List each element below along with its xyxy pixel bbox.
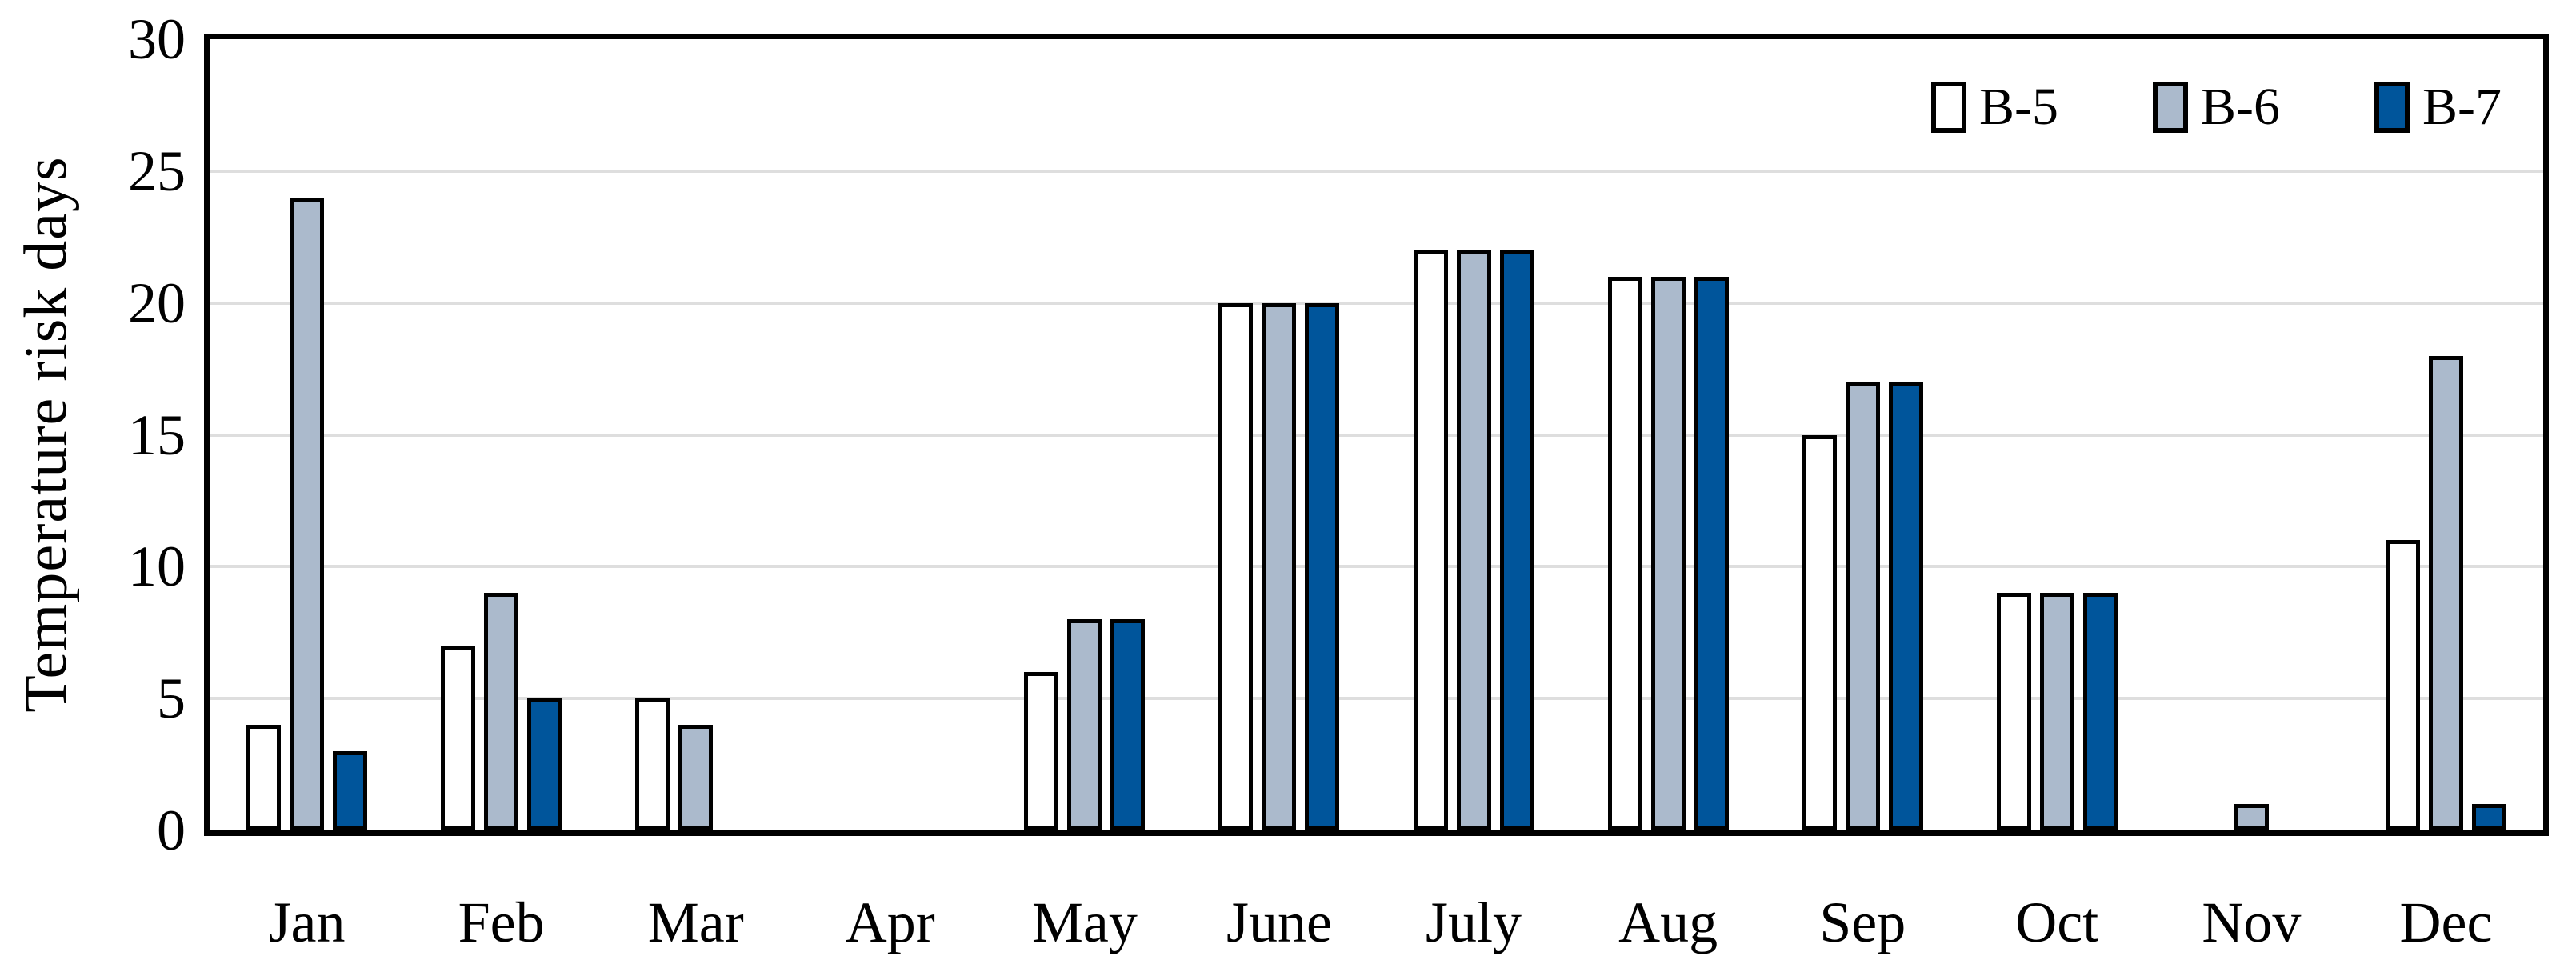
legend-label-b-7: B-7 <box>2422 78 2502 136</box>
bar-B-6-Nov <box>2234 804 2269 830</box>
bar-B-6-June <box>1262 302 1297 830</box>
y-tick-label-30: 30 <box>128 7 186 71</box>
legend-label-b-5: B-5 <box>1979 78 2058 136</box>
y-tick-label-15: 15 <box>128 402 186 467</box>
gridline-25 <box>210 169 2543 173</box>
x-axis-label-mar: Mar <box>647 890 744 954</box>
x-axis-label-june: June <box>1226 890 1332 954</box>
bar-B-5-Aug <box>1607 276 1642 830</box>
bar-B-6-Mar <box>678 725 714 830</box>
bar-B-7-July <box>1499 250 1534 830</box>
x-axis-label-feb: Feb <box>458 890 545 954</box>
bar-B-5-Mar <box>635 698 670 830</box>
legend-item-b-6: B-6 <box>2153 81 2280 134</box>
gridline-20 <box>210 301 2543 305</box>
bar-B-7-Jan <box>333 751 368 830</box>
bar-B-7-Sep <box>1888 382 1923 830</box>
legend-item-b-7: B-7 <box>2374 81 2502 134</box>
gridline-5 <box>210 697 2543 701</box>
x-axis-label-may: May <box>1031 890 1138 954</box>
y-tick-label-5: 5 <box>157 666 186 731</box>
bar-B-6-Feb <box>484 593 519 830</box>
x-axis-label-sep: Sep <box>1819 890 1906 954</box>
bar-B-6-July <box>1456 250 1491 830</box>
bar-B-5-Oct <box>1996 593 2031 830</box>
bar-B-7-Dec <box>2471 804 2506 830</box>
bar-B-5-Dec <box>2385 540 2420 830</box>
legend-label-b-6: B-6 <box>2201 78 2280 136</box>
y-tick-label-20: 20 <box>128 270 186 335</box>
legend-swatch-b-6 <box>2153 82 2188 133</box>
bar-B-5-Sep <box>1802 434 1837 830</box>
y-tick-label-25: 25 <box>128 138 186 203</box>
y-tick-label-10: 10 <box>128 534 186 599</box>
bar-B-6-May <box>1067 619 1102 830</box>
gridline-10 <box>210 565 2543 569</box>
bar-B-7-Oct <box>2082 593 2118 830</box>
legend-item-b-5: B-5 <box>1931 81 2058 134</box>
y-tick-label-0: 0 <box>157 798 186 862</box>
bar-B-7-June <box>1305 302 1340 830</box>
bar-B-7-May <box>1110 619 1146 830</box>
bar-B-5-June <box>1218 302 1254 830</box>
legend: B-5 B-6 B-7 <box>1931 81 2502 134</box>
legend-swatch-b-5 <box>1931 82 1966 133</box>
bar-B-5-Feb <box>441 646 476 830</box>
bar-B-7-Aug <box>1694 276 1729 830</box>
legend-swatch-b-7 <box>2374 82 2410 133</box>
x-axis-label-july: July <box>1426 890 1522 954</box>
bar-B-6-Dec <box>2428 355 2463 830</box>
bar-B-7-Feb <box>527 698 562 830</box>
bar-B-5-May <box>1024 672 1059 830</box>
bar-B-6-Oct <box>2039 593 2074 830</box>
plot-area: B-5 B-6 B-7 <box>204 34 2549 836</box>
x-axis-label-aug: Aug <box>1618 890 1718 954</box>
bar-B-6-Sep <box>1845 382 1880 830</box>
x-axis-label-nov: Nov <box>2202 890 2302 954</box>
bar-B-6-Jan <box>290 197 325 830</box>
bar-B-5-July <box>1413 250 1448 830</box>
x-axis-label-oct: Oct <box>2015 890 2099 954</box>
x-axis-label-jan: Jan <box>268 890 346 954</box>
x-axis-label-apr: Apr <box>845 890 935 954</box>
x-axis-label-dec: Dec <box>2399 890 2493 954</box>
gridline-15 <box>210 433 2543 437</box>
bar-B-5-Jan <box>246 725 282 830</box>
bar-B-6-Aug <box>1650 276 1686 830</box>
